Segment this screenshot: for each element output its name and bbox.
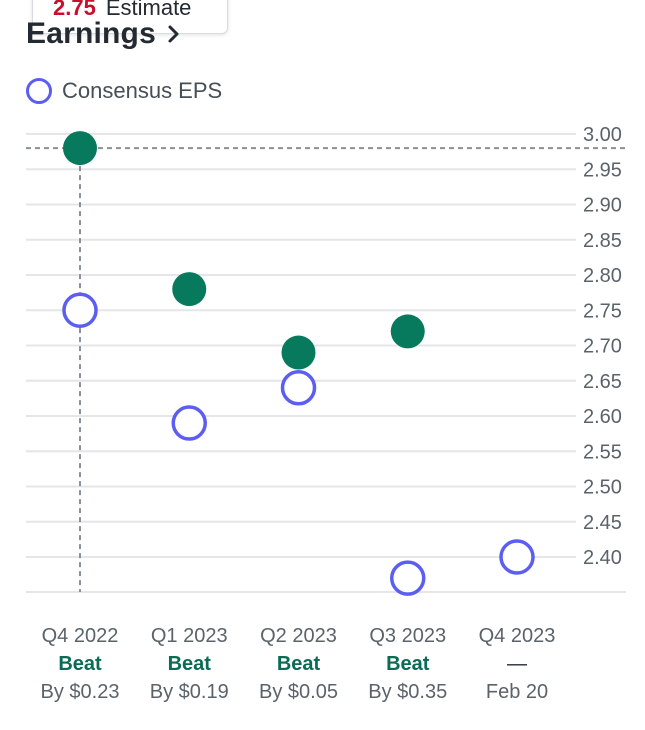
consensus-eps-point[interactable] <box>62 292 98 328</box>
y-tick-label: 2.75 <box>583 300 622 322</box>
consensus-eps-point[interactable] <box>499 539 535 575</box>
quarter-result: Beat <box>276 653 321 675</box>
quarter-label: Q3 2023 <box>369 625 447 647</box>
chart-legend: Consensus EPS <box>26 78 222 104</box>
y-tick-label: 2.70 <box>583 336 622 358</box>
y-tick-label: 2.60 <box>583 406 622 428</box>
quarter-result: — <box>507 653 527 675</box>
actual-eps-point[interactable] <box>63 131 97 166</box>
quarter-column: Q3 2023 Beat By $0.35 <box>353 622 463 706</box>
y-tick-label: 2.85 <box>583 230 622 252</box>
section-title: Earnings <box>26 17 156 50</box>
tooltip-label: Estimate <box>105 0 192 20</box>
quarter-result: Beat <box>167 653 211 675</box>
quarter-label: Q4 2022 <box>41 625 119 647</box>
y-tick-label: 2.40 <box>583 547 622 569</box>
earnings-title-link[interactable]: Earnings <box>26 14 182 54</box>
y-tick-label: 3.00 <box>583 124 622 146</box>
quarter-detail: Feb 20 <box>485 681 549 703</box>
y-tick-label: 2.90 <box>583 195 622 217</box>
y-tick-label: 2.95 <box>583 159 622 181</box>
y-tick-label: 2.65 <box>583 371 622 393</box>
quarter-label: Q1 2023 <box>150 625 228 647</box>
quarter-detail: By $0.35 <box>368 681 448 703</box>
quarter-label: Q4 2023 <box>478 625 556 647</box>
quarter-detail: By $0.23 <box>40 681 120 703</box>
consensus-eps-point[interactable] <box>390 560 426 596</box>
y-tick-label: 2.55 <box>583 441 622 463</box>
quarter-label: Q2 2023 <box>260 625 337 647</box>
quarter-result: Beat <box>58 653 102 675</box>
legend-circle-icon <box>26 78 52 104</box>
eps-chart: 3.00 2.95 2.90 2.85 2.80 2.75 2.70 2.65 2.60 2.55… <box>26 124 626 596</box>
quarter-result: Beat <box>386 653 430 675</box>
actual-eps-point[interactable] <box>172 272 207 307</box>
consensus-eps-point[interactable] <box>280 370 317 406</box>
estimate-tooltip: 2.75 Estimate <box>32 0 228 34</box>
chevron-right-icon <box>168 25 179 43</box>
quarter-detail: By $0.05 <box>259 681 338 703</box>
consensus-eps-point[interactable] <box>171 405 207 441</box>
tooltip-value: 2.75 <box>53 0 96 20</box>
quarter-detail: By $0.19 <box>149 681 229 703</box>
y-tick-label: 2.45 <box>583 512 622 534</box>
actual-eps-point[interactable] <box>281 335 316 370</box>
actual-eps-point[interactable] <box>390 314 425 349</box>
quarter-column: Q4 2022 Beat By $0.23 <box>25 622 135 706</box>
quarter-column: Q4 2023 — Feb 20 <box>462 622 572 706</box>
quarter-column: Q2 2023 Beat By $0.05 <box>244 622 354 706</box>
y-tick-label: 2.80 <box>583 265 622 287</box>
legend-label: Consensus EPS <box>62 78 223 103</box>
quarter-column: Q1 2023 Beat By $0.19 <box>134 622 244 706</box>
y-tick-label: 2.50 <box>583 477 622 499</box>
